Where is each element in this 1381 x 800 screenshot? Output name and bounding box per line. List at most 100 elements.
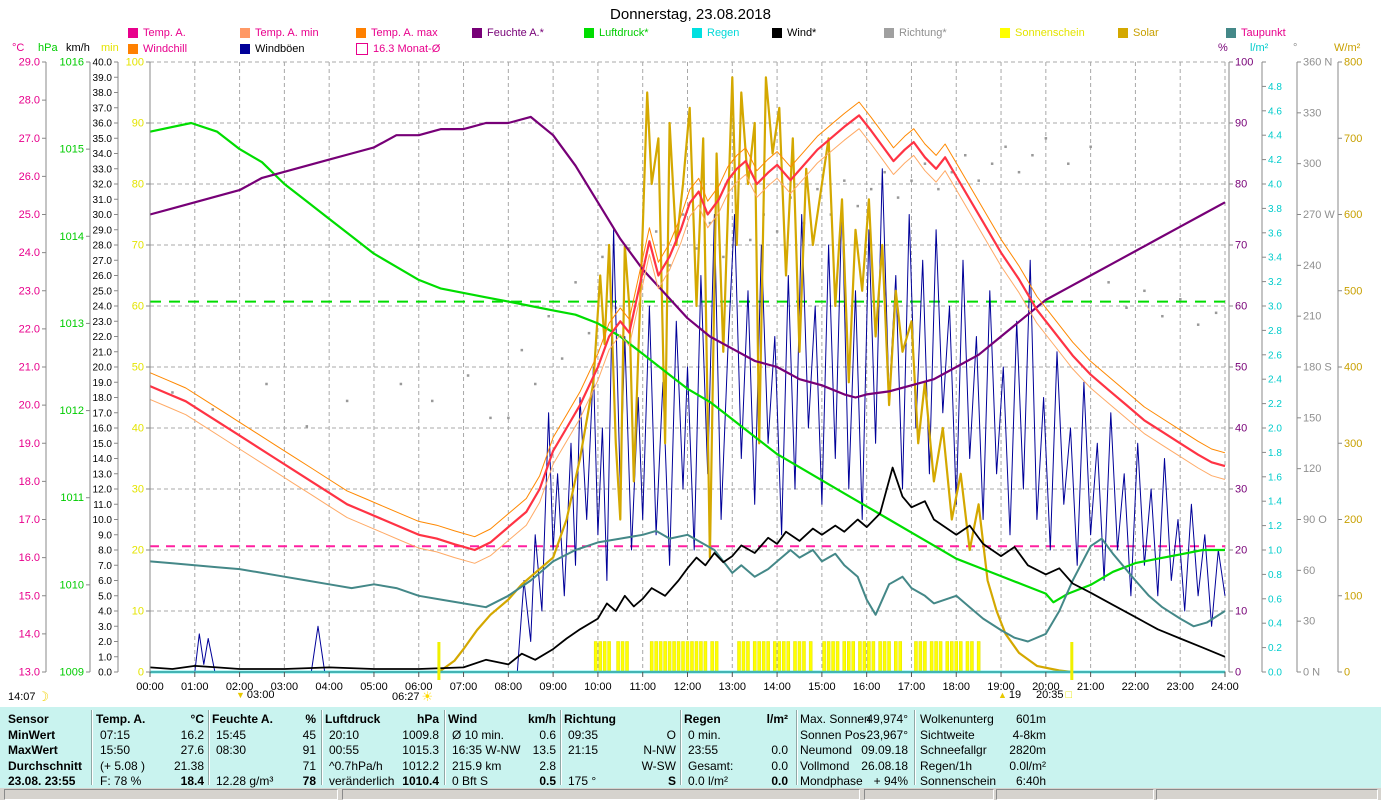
axis-unit-lm: l/m² — [1250, 42, 1269, 54]
axis-label-kmh: 28.0 — [93, 241, 113, 252]
legend-label: Sonnenschein — [1015, 27, 1085, 39]
sunshine-bar — [802, 641, 806, 673]
annotation-2035: 20:35 □ — [1036, 689, 1072, 701]
axis-label-hpa: 1015 — [60, 144, 84, 156]
legend-swatch-icon — [1000, 28, 1010, 38]
richtung-dot — [587, 331, 591, 335]
table-cell-value: 78 — [302, 774, 316, 788]
axis-label-kmh: 27.0 — [93, 256, 113, 267]
axis-label-temp: 17.0 — [19, 514, 40, 526]
annotation-0627: 06:27 ☀ — [392, 689, 433, 705]
table-cell-label: 20:10 — [329, 727, 360, 742]
table-separator — [560, 710, 561, 785]
table-cell-label: 09:35 — [568, 727, 599, 742]
table-cell-label: 0.0 l/m² — [688, 774, 729, 788]
axis-label-min: 80 — [132, 179, 144, 191]
axis-label-deg: 0 N — [1303, 667, 1320, 679]
sunshine-bar — [593, 641, 598, 673]
legend-swatch-icon — [128, 28, 138, 38]
legend-swatch-icon — [128, 44, 138, 54]
moon-down-icon: ▼ — [236, 690, 245, 700]
axis-label-deg: 30 — [1303, 616, 1315, 628]
legend-label: Wind* — [787, 27, 817, 39]
richtung-dot — [964, 153, 967, 157]
info-label: Wolkenunterg — [920, 712, 994, 726]
axis-label-kmh: 8.0 — [98, 546, 112, 557]
axis-label-kmh: 17.0 — [93, 408, 113, 419]
x-axis-label: 08:00 — [495, 681, 523, 693]
richtung-dot — [534, 382, 537, 386]
axis-label-temp: 29.0 — [19, 57, 40, 69]
axis-label-deg: 360 N — [1303, 57, 1332, 69]
x-axis-label: 20:00 — [1032, 681, 1060, 693]
axis-label-hpa: 1010 — [60, 579, 84, 591]
info-value: 26.08.18 — [861, 758, 908, 773]
axis-labels-deg: 0 N 30 60 90 O 120 150 180 S 210 240 270 W 300 330 3… — [1303, 57, 1335, 679]
info-label: Sichtweite — [920, 727, 975, 742]
table-cell-label: 215.9 km — [452, 758, 502, 773]
info-value: 49,974° — [866, 712, 908, 726]
axis-label-kmh: 34.0 — [93, 149, 113, 160]
axis-label-kmh: 24.0 — [93, 302, 113, 313]
axis-label-min: 0 — [138, 667, 144, 679]
annotation-time: 14:07 — [8, 691, 36, 703]
annotation-time: 19 — [1008, 689, 1022, 701]
sunshine-bar — [970, 641, 974, 673]
axis-label-kmh: 12.0 — [93, 485, 113, 496]
axis-label-pct: 100 — [1235, 57, 1253, 69]
axis-label-lm2: 3.4 — [1268, 253, 1282, 264]
x-axis-label: 02:00 — [226, 681, 254, 693]
axis-label-deg: 150 — [1303, 412, 1321, 424]
axis-label-lm2: 4.4 — [1268, 131, 1282, 142]
legend-item-temp-a-min: Temp. A. min — [240, 27, 319, 39]
table-col-unit: % — [305, 712, 316, 726]
richtung-dot — [265, 382, 268, 386]
legend-item-temp-a-: Temp. A. — [128, 27, 186, 39]
richtung-dot — [856, 204, 860, 208]
axis-label-kmh: 40.0 — [93, 58, 113, 69]
x-axis-label: 10:00 — [584, 681, 612, 693]
axis-label-lm2: 0.0 — [1268, 668, 1282, 679]
table-cell-label: 08:30 — [216, 743, 247, 757]
legend-label: Temp. A. min — [255, 27, 319, 39]
table-cell-value: 0.5 — [539, 774, 556, 788]
table-cell-value: 1010.4 — [402, 774, 439, 788]
table-cell-value: 1012.2 — [402, 758, 439, 773]
sunshine-bar — [793, 641, 797, 673]
axis-label-kmh: 16.0 — [93, 424, 113, 435]
legend-item-feuchte-a-: Feuchte A.* — [472, 27, 544, 39]
table-cell-label: 0 min. — [688, 727, 721, 742]
axis-label-lm2: 4.0 — [1268, 180, 1282, 191]
sunshine-bar — [945, 641, 950, 673]
table-cell-value: 71 — [302, 758, 316, 773]
legend-swatch-icon — [884, 28, 894, 38]
richtung-dot — [171, 391, 174, 394]
table-cell-value: 0.0 — [771, 758, 788, 773]
axis-label-pct: 80 — [1235, 179, 1247, 191]
axis-label-lm2: 0.4 — [1268, 619, 1282, 630]
sunshine-bar — [898, 641, 903, 673]
richtung-dot — [816, 187, 819, 191]
axis-label-temp: 15.0 — [19, 590, 40, 602]
axis-label-lm2: 3.0 — [1268, 302, 1282, 313]
richtung-dot — [654, 230, 658, 233]
table-cell-label: 21:15 — [568, 743, 599, 757]
x-axis-label: 17:00 — [898, 681, 926, 693]
status-bar-segment — [1156, 789, 1378, 800]
table-col-header: Luftdruck — [325, 712, 381, 726]
sunshine-bar — [934, 641, 938, 673]
axis-label-min: 70 — [132, 240, 144, 252]
axis-label-hpa: 1014 — [60, 231, 84, 243]
status-bar-segment — [996, 789, 1154, 800]
axis-label-deg: 90 O — [1303, 514, 1327, 526]
axis-label-kmh: 18.0 — [93, 393, 113, 404]
x-axis-label: 14:00 — [763, 681, 791, 693]
annotation-time: 20:35 — [1036, 689, 1064, 701]
axis-label-kmh: 37.0 — [93, 103, 113, 114]
richtung-dot — [883, 170, 886, 174]
richtung-dot — [990, 162, 994, 165]
table-col-unit: l/m² — [766, 712, 788, 726]
richtung-dot — [749, 238, 752, 242]
table-cell-value: 91 — [302, 743, 316, 757]
sunshine-bar — [929, 641, 934, 673]
